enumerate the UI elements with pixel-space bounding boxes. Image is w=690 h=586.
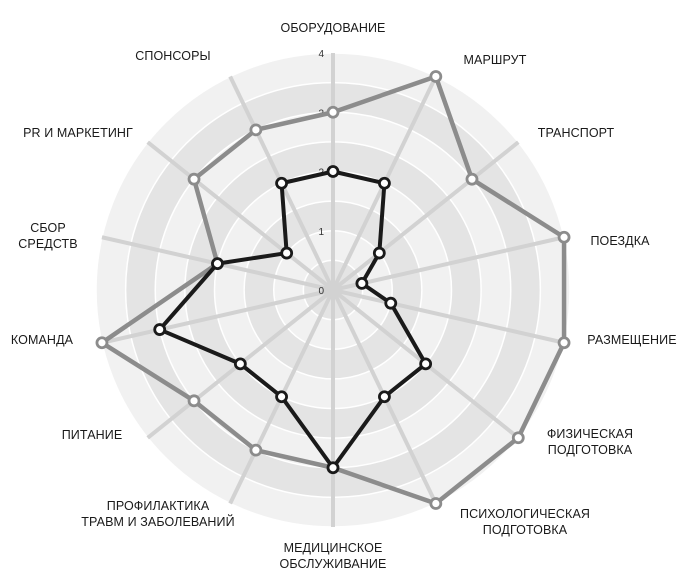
series-2-point	[153, 323, 167, 336]
series-2-point	[326, 461, 340, 475]
axis-labels: ОБОРУДОВАНИЕ МАРШРУТ ТРАНСПОРТ ПОЕЗДКА РАЗМЕ…	[11, 21, 677, 571]
series-1-point	[187, 172, 201, 186]
radar-spoke	[101, 288, 334, 345]
radar-spoke	[332, 288, 565, 345]
series-2-point	[211, 257, 224, 271]
axis-label-line: МЕДИЦИНСКОЕ	[284, 541, 383, 555]
series-2-point	[378, 390, 391, 404]
axis-label-line: МАРШРУТ	[464, 53, 527, 67]
axis-label-line: ПРОФИЛАКТИКА	[107, 499, 210, 513]
series-2-point	[233, 357, 247, 371]
axis-label: ТРАНСПОРТ	[538, 126, 615, 140]
series-2	[153, 165, 433, 475]
series-2-point	[280, 246, 294, 260]
axis-label: ФИЗИЧЕСКАЯ ПОДГОТОВКА	[547, 427, 633, 457]
axis-label: ПРОФИЛАКТИКА ТРАВМ И ЗАБОЛЕВАНИЙ	[81, 499, 234, 529]
series-2-point	[275, 390, 288, 404]
series-1-point	[557, 230, 571, 244]
series-2-point	[326, 165, 340, 178]
axis-label-line: СБОР	[30, 221, 66, 235]
axis-label-line: ФИЗИЧЕСКАЯ	[547, 427, 633, 441]
radar-spoke	[331, 140, 520, 292]
axis-label-line: ПОДГОТОВКА	[483, 523, 568, 537]
radar-series	[95, 70, 571, 510]
axis-label: СБОР СРЕДСТВ	[18, 221, 77, 251]
axis-label: PR И МАРКЕТИНГ	[23, 126, 133, 140]
series-1-point	[326, 105, 340, 119]
axis-label-line: РАЗМЕЩЕНИЕ	[587, 333, 676, 347]
axis-label-line: ПСИХОЛОГИЧЕСКАЯ	[460, 507, 590, 521]
series-1-point	[557, 336, 571, 350]
axis-label: РАЗМЕЩЕНИЕ	[587, 333, 676, 347]
axis-label: СПОНСОРЫ	[135, 49, 210, 63]
series-2-point	[384, 296, 398, 310]
radar-spoke	[332, 235, 565, 292]
axis-label-line: КОМАНДА	[11, 333, 74, 347]
radar-spoke	[146, 140, 335, 292]
series-1-point	[511, 431, 525, 445]
radial-tick-label: 1	[318, 227, 324, 238]
axis-label-line: СПОНСОРЫ	[135, 49, 210, 63]
series-1-point	[249, 123, 263, 137]
series-2-point	[355, 277, 369, 290]
axis-label-line: СРЕДСТВ	[18, 237, 77, 251]
axis-label: МЕДИЦИНСКОЕ ОБСЛУЖИВАНИЕ	[280, 541, 387, 571]
axis-label: МАРШРУТ	[464, 53, 527, 67]
axis-label-line: PR И МАРКЕТИНГ	[23, 126, 133, 140]
axis-label: ПОЕЗДКА	[590, 234, 650, 248]
radial-tick-label: 4	[318, 49, 324, 60]
axis-label-line: ПОДГОТОВКА	[548, 443, 633, 457]
axis-label: КОМАНДА	[11, 333, 74, 347]
axis-label: ОБОРУДОВАНИЕ	[281, 21, 386, 35]
axis-label-line: ПОЕЗДКА	[590, 234, 650, 248]
axis-label-line: ТРАВМ И ЗАБОЛЕВАНИЙ	[81, 514, 234, 529]
series-1-point	[429, 497, 443, 510]
series-1-point	[249, 443, 263, 457]
axis-label-line: ПИТАНИЕ	[62, 428, 123, 442]
axis-label-line: ТРАНСПОРТ	[538, 126, 615, 140]
radial-tick-label: 0	[318, 286, 324, 297]
series-1-point	[187, 394, 201, 408]
axis-label: ПСИХОЛОГИЧЕСКАЯ ПОДГОТОВКА	[460, 507, 590, 537]
series-1-point	[429, 70, 443, 83]
axis-label-line: ОБСЛУЖИВАНИЕ	[280, 557, 387, 571]
axis-label-line: ОБОРУДОВАНИЕ	[281, 21, 386, 35]
axis-label: ПИТАНИЕ	[62, 428, 123, 442]
series-2-point	[419, 357, 433, 371]
series-2-point	[378, 176, 391, 190]
series-1-point	[465, 172, 479, 186]
series-1-point	[95, 336, 109, 350]
series-2-point	[372, 246, 386, 260]
series-2-point	[275, 176, 288, 190]
